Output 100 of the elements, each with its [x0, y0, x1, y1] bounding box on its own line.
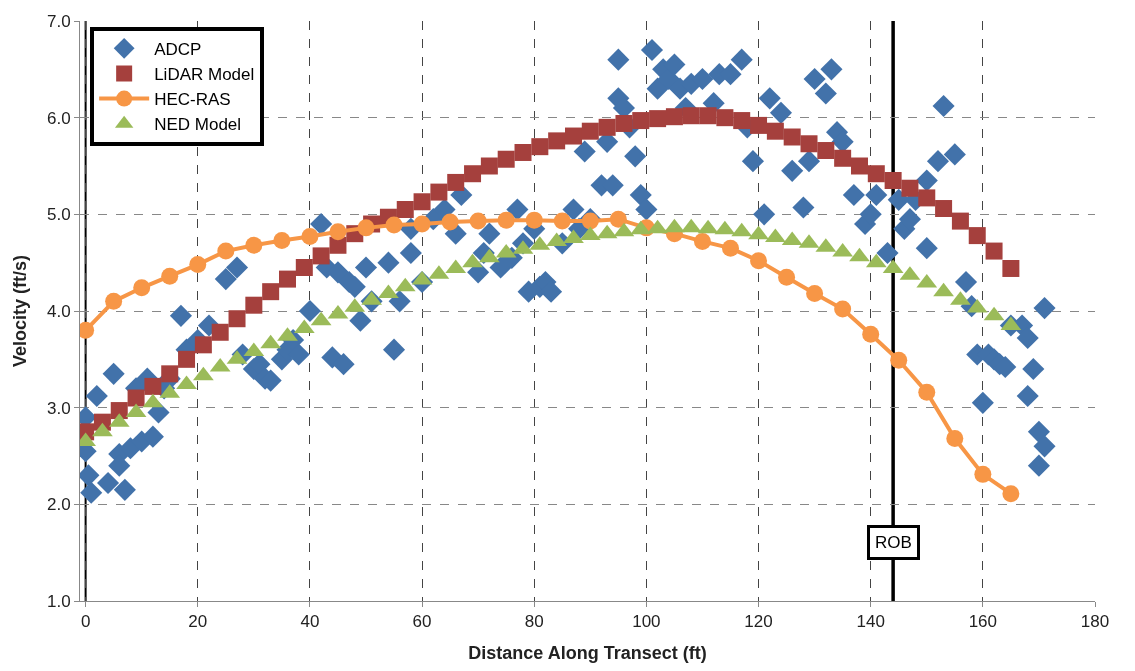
- point: [1002, 259, 1020, 277]
- point: [766, 122, 784, 140]
- point: [615, 114, 633, 132]
- point: [664, 218, 685, 233]
- point: [127, 389, 145, 407]
- point: [778, 268, 796, 286]
- point: [817, 142, 835, 160]
- point: [665, 108, 683, 126]
- point: [867, 165, 885, 183]
- point: [849, 247, 870, 262]
- point: [228, 310, 246, 328]
- y-tick-label: 3.0: [46, 398, 71, 418]
- point: [862, 325, 880, 343]
- legend-label: HEC-RAS: [154, 90, 231, 110]
- point: [245, 296, 263, 314]
- point: [800, 135, 818, 153]
- point: [750, 116, 768, 134]
- point: [378, 284, 399, 299]
- point: [295, 259, 313, 276]
- x-tick-label: 40: [300, 612, 320, 632]
- point: [92, 422, 113, 437]
- y-tick-label: 1.0: [46, 591, 71, 611]
- x-tick-label: 20: [188, 612, 208, 632]
- point: [497, 150, 515, 168]
- x-tick-label: 80: [524, 612, 544, 632]
- y-tick-label: 6.0: [46, 108, 71, 128]
- point: [514, 143, 532, 161]
- point: [750, 252, 768, 270]
- point: [133, 279, 151, 297]
- point: [430, 183, 448, 201]
- point: [834, 300, 852, 318]
- point: [161, 267, 179, 285]
- point: [441, 213, 459, 231]
- point: [985, 242, 1003, 260]
- point: [105, 292, 123, 310]
- point: [469, 212, 487, 230]
- point: [497, 211, 515, 229]
- point: [464, 165, 482, 183]
- point: [312, 247, 330, 265]
- legend-label: ADCP: [154, 39, 202, 59]
- point: [480, 157, 498, 175]
- point: [682, 107, 700, 125]
- point: [901, 179, 919, 197]
- point: [890, 351, 908, 369]
- point: [262, 283, 280, 301]
- y-tick-label: 5.0: [46, 205, 71, 225]
- point: [273, 231, 291, 249]
- point: [357, 219, 375, 237]
- point: [935, 200, 953, 218]
- point: [647, 219, 668, 234]
- point: [301, 228, 319, 246]
- point: [211, 323, 229, 341]
- y-tick-label: 7.0: [46, 11, 71, 31]
- x-tick-label: 60: [412, 612, 432, 632]
- point: [733, 112, 751, 130]
- x-tick-label: 160: [968, 612, 998, 632]
- point: [144, 377, 162, 395]
- point: [245, 236, 263, 254]
- point: [649, 110, 667, 128]
- point: [748, 225, 769, 240]
- point: [581, 122, 599, 140]
- point: [178, 350, 196, 368]
- point: [632, 112, 650, 130]
- point: [553, 212, 571, 230]
- point: [385, 216, 403, 234]
- point: [413, 193, 431, 211]
- point: [329, 236, 347, 254]
- point: [525, 211, 543, 229]
- x-tick-label: 120: [744, 612, 773, 632]
- point: [531, 138, 549, 156]
- point: [850, 157, 868, 175]
- point: [329, 223, 347, 241]
- point: [884, 172, 902, 189]
- point: [564, 127, 582, 145]
- point: [462, 253, 483, 268]
- point: [834, 149, 852, 167]
- point: [974, 465, 992, 483]
- point: [918, 383, 936, 401]
- y-axis-title: Velocity (ft/s): [10, 254, 31, 368]
- x-tick-label: 0: [80, 612, 91, 632]
- ref-line-label: ROB: [875, 533, 912, 552]
- x-tick-label: 100: [632, 612, 661, 632]
- point: [699, 107, 717, 125]
- point: [783, 128, 801, 146]
- x-tick-label: 140: [856, 612, 885, 632]
- point: [548, 132, 566, 150]
- point: [278, 270, 296, 288]
- point: [951, 212, 969, 230]
- y-tick-label: 2.0: [46, 495, 71, 515]
- point: [447, 173, 465, 191]
- point: [722, 239, 739, 257]
- legend-label: NED Model: [154, 115, 242, 135]
- point: [693, 232, 711, 250]
- point: [217, 242, 235, 260]
- point: [161, 365, 179, 383]
- y-tick-label: 4.0: [46, 301, 71, 321]
- x-axis-title: Distance Along Transect (ft): [468, 642, 707, 663]
- x-tick-label: 180: [1080, 612, 1110, 632]
- point: [968, 227, 986, 245]
- point: [716, 109, 734, 127]
